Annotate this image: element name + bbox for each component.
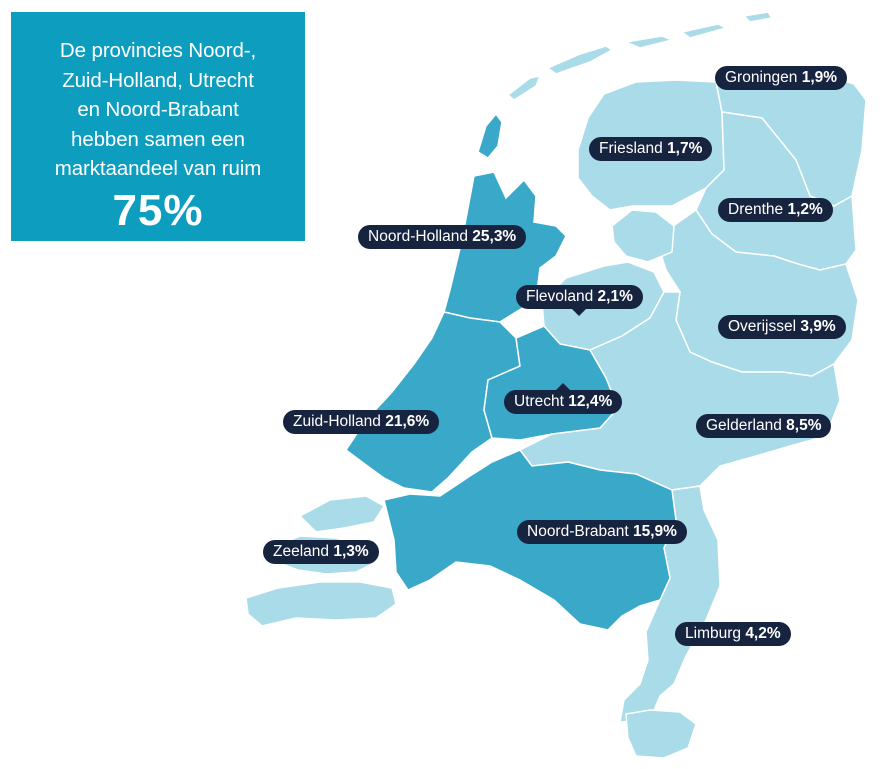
label-value: 21,6% (385, 413, 430, 430)
label-name: Noord-Brabant (527, 523, 629, 540)
label-value: 25,3% (472, 228, 517, 245)
label-name: Limburg (685, 625, 741, 642)
label-utrecht: Utrecht 12,4% (504, 383, 623, 414)
wadden-island-texel (477, 112, 503, 159)
province-zeeland-south (245, 581, 397, 627)
label-zeeland: Zeeland 1,3% (263, 540, 379, 564)
label-friesland: Friesland 1,7% (589, 137, 713, 161)
label-name: Utrecht (514, 393, 564, 410)
label-overijssel: Overijssel 3,9% (718, 315, 846, 339)
label-value: 4,2% (745, 625, 781, 642)
summary-callout: De provincies Noord-, Zuid-Holland, Utre… (11, 12, 305, 241)
province-zeeland-north (298, 495, 386, 533)
callout-text: De provincies Noord-, Zuid-Holland, Utre… (54, 39, 262, 180)
label-name: Flevoland (526, 288, 594, 305)
wadden-island-vlieland (506, 74, 542, 101)
label-value: 8,5% (786, 417, 822, 434)
label-name: Groningen (725, 69, 798, 86)
wadden-island-rottumeroog (742, 11, 774, 23)
wadden-island-ameland (623, 35, 675, 49)
label-value: 12,4% (568, 393, 613, 410)
label-name: Drenthe (728, 201, 784, 218)
label-value: 15,9% (632, 523, 677, 540)
label-value: 1,3% (333, 543, 369, 560)
label-groningen: Groningen 1,9% (715, 66, 848, 90)
label-value: 3,9% (800, 318, 836, 335)
label-noord-holland: Noord-Holland 25,3% (358, 225, 527, 249)
province-gelderland (518, 291, 841, 491)
label-value: 1,2% (787, 201, 823, 218)
label-limburg: Limburg 4,2% (675, 622, 791, 646)
label-name: Gelderland (706, 417, 782, 434)
label-zuid-holland: Zuid-Holland 21,6% (283, 410, 440, 434)
wadden-island-schiermonnikoog (680, 23, 729, 39)
noordoostpolder (611, 209, 675, 263)
label-value: 1,9% (801, 69, 838, 86)
label-flevoland: Flevoland 2,1% (516, 285, 643, 316)
label-name: Overijssel (728, 318, 797, 335)
label-drenthe: Drenthe 1,2% (718, 198, 833, 222)
label-name: Friesland (599, 140, 663, 157)
callout-value: 75% (112, 185, 204, 235)
label-name: Noord-Holland (368, 228, 468, 245)
label-name: Zeeland (273, 543, 330, 560)
label-gelderland: Gelderland 8,5% (696, 414, 832, 438)
label-name: Zuid-Holland (293, 413, 381, 430)
label-noord-brabant: Noord-Brabant 15,9% (517, 520, 687, 544)
wadden-island-terschelling (546, 45, 614, 75)
label-value: 2,1% (597, 288, 633, 305)
label-value: 1,7% (667, 140, 703, 157)
south-limburg-tip (625, 709, 697, 759)
